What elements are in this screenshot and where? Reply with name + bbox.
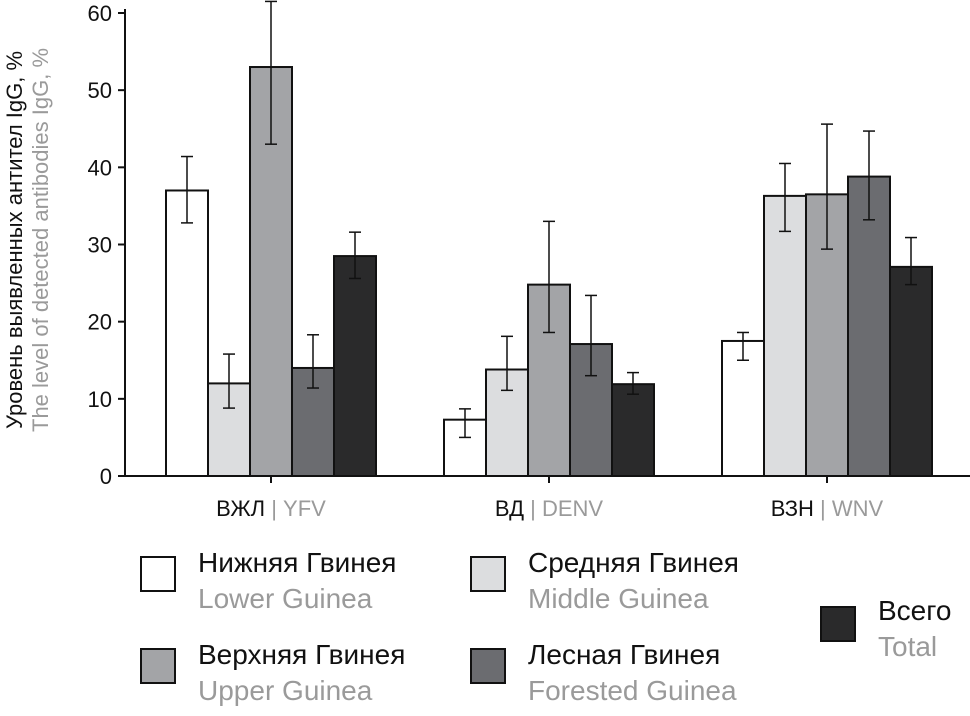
- legend-item-forested-guinea: Лесная Гвинея Forested Guinea: [470, 638, 737, 708]
- legend-swatch-lower-guinea: [140, 556, 176, 592]
- legend-label-en: Forested Guinea: [528, 675, 737, 706]
- bar: [889, 265, 933, 477]
- bars: [165, 66, 933, 478]
- bar: [333, 255, 377, 478]
- bar: [165, 189, 209, 477]
- bar: [721, 339, 765, 478]
- y-tick-label: 0: [100, 464, 112, 489]
- bar: [611, 383, 655, 477]
- y-tick-label: 50: [88, 78, 112, 103]
- legend-label-en: Total: [878, 631, 938, 662]
- x-category-label: ВЗН | WNV: [771, 496, 884, 521]
- category-label-separator: |: [820, 496, 832, 521]
- category-label-separator: |: [530, 496, 542, 521]
- legend-swatch-middle-guinea: [470, 556, 506, 592]
- y-tick-label: 40: [88, 155, 112, 180]
- category-label-ru: ВЗН: [771, 496, 820, 521]
- legend-swatch-total: [820, 606, 856, 642]
- legend-label-ru: Всего: [878, 595, 952, 626]
- legend-label-en: Middle Guinea: [528, 583, 709, 614]
- y-tick-label: 30: [88, 233, 112, 258]
- legend-label-ru: Лесная Гвинея: [528, 639, 721, 670]
- legend-item-total: Всего Total: [820, 594, 951, 664]
- x-category-label: ВД | DENV: [495, 496, 603, 521]
- bar-chart: Уровень выявленных антител IgG, % The le…: [2, 0, 970, 521]
- x-category-label: ВЖЛ | YFV: [216, 496, 326, 521]
- y-axis-label-ru: Уровень выявленных антител IgG, %: [2, 51, 27, 429]
- error-bars: [181, 0, 917, 439]
- legend-label-en: Lower Guinea: [198, 583, 373, 614]
- legend-item-upper-guinea: Верхняя Гвинея Upper Guinea: [140, 638, 405, 708]
- bar: [763, 194, 807, 477]
- category-label-separator: |: [271, 496, 283, 521]
- bar: [249, 66, 293, 478]
- category-label-en: WNV: [832, 496, 884, 521]
- category-label-en: DENV: [542, 496, 603, 521]
- y-tick-label: 10: [88, 387, 112, 412]
- legend-label-ru: Нижняя Гвинея: [198, 547, 397, 578]
- legend-item-middle-guinea: Средняя Гвинея Middle Guinea: [470, 546, 739, 616]
- y-axis-label: Уровень выявленных антител IgG, % The le…: [2, 48, 53, 432]
- bar: [847, 175, 891, 478]
- category-label-ru: ВЖЛ: [216, 496, 271, 521]
- y-tick-label: 60: [88, 1, 112, 26]
- x-category-labels: ВЖЛ | YFV ВД | DENV ВЗН | WNV: [216, 496, 883, 521]
- legend-swatch-upper-guinea: [140, 648, 176, 684]
- category-label-ru: ВД: [495, 496, 530, 521]
- legend-item-lower-guinea: Нижняя Гвинея Lower Guinea: [140, 546, 396, 616]
- legend-label-ru: Верхняя Гвинея: [198, 639, 406, 670]
- y-axis-label-en: The level of detected antibodies IgG, %: [28, 48, 53, 432]
- category-label-en: YFV: [283, 496, 326, 521]
- legend-swatch-forested-guinea: [470, 648, 506, 684]
- y-tick-label: 20: [88, 310, 112, 335]
- legend-label-ru: Средняя Гвинея: [528, 547, 739, 578]
- legend-label-en: Upper Guinea: [198, 675, 373, 706]
